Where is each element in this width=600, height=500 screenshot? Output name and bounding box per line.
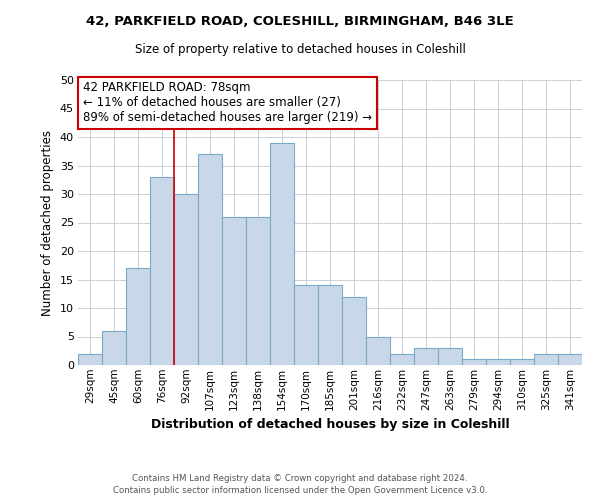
Bar [174, 194, 198, 365]
Bar [534, 354, 558, 365]
Bar [558, 354, 582, 365]
Bar [270, 142, 294, 365]
Bar [510, 360, 534, 365]
Text: 42 PARKFIELD ROAD: 78sqm
← 11% of detached houses are smaller (27)
89% of semi-d: 42 PARKFIELD ROAD: 78sqm ← 11% of detach… [83, 82, 372, 124]
Bar [126, 268, 150, 365]
Bar [222, 217, 246, 365]
Bar [150, 177, 174, 365]
Bar [198, 154, 222, 365]
Bar [246, 217, 270, 365]
Bar [414, 348, 438, 365]
Bar [438, 348, 462, 365]
Y-axis label: Number of detached properties: Number of detached properties [41, 130, 54, 316]
Bar [366, 336, 390, 365]
Bar [318, 285, 342, 365]
X-axis label: Distribution of detached houses by size in Coleshill: Distribution of detached houses by size … [151, 418, 509, 431]
Text: Size of property relative to detached houses in Coleshill: Size of property relative to detached ho… [134, 42, 466, 56]
Bar [294, 285, 318, 365]
Bar [462, 360, 486, 365]
Bar [342, 296, 366, 365]
Bar [102, 331, 126, 365]
Bar [390, 354, 414, 365]
Bar [78, 354, 102, 365]
Bar [486, 360, 510, 365]
Text: 42, PARKFIELD ROAD, COLESHILL, BIRMINGHAM, B46 3LE: 42, PARKFIELD ROAD, COLESHILL, BIRMINGHA… [86, 15, 514, 28]
Text: Contains HM Land Registry data © Crown copyright and database right 2024.
Contai: Contains HM Land Registry data © Crown c… [113, 474, 487, 495]
